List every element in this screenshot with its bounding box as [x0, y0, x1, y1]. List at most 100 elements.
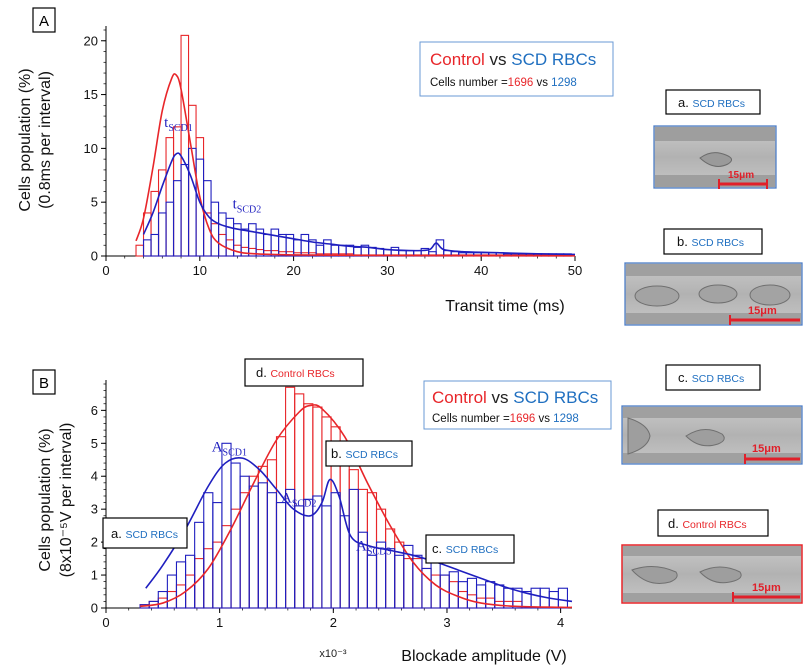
bar-control — [185, 574, 196, 609]
svg-text:b. SCD RBCs: b. SCD RBCs — [331, 446, 398, 461]
y-tick-label: 5 — [91, 195, 98, 210]
legend-b-vs: vs — [492, 388, 509, 407]
bar-control — [248, 475, 259, 609]
panel-b-label: B — [39, 375, 49, 392]
panel-a-annotations: tSCD1 tSCD2 — [164, 115, 261, 216]
fit-control-line — [139, 404, 573, 609]
bar-control — [385, 528, 396, 609]
y-tick-label: 15 — [84, 87, 98, 102]
micrograph-a: a. SCD RBCs 15μm — [653, 89, 777, 189]
bar-scd — [263, 233, 272, 257]
bar-scd — [294, 505, 305, 609]
bar-scd — [457, 581, 468, 609]
bar-control — [240, 246, 250, 257]
bar-control — [257, 465, 268, 609]
panel-a-legend: Control vs SCD RBCs Cells number =1696 v… — [419, 41, 614, 97]
svg-text:d. Control RBCs: d. Control RBCs — [256, 365, 335, 380]
bar-scd — [385, 548, 396, 609]
x-tick-label: 1 — [216, 615, 223, 630]
bar-scd — [142, 239, 152, 257]
y-tick-label: 10 — [84, 141, 98, 156]
bar-scd — [180, 163, 190, 257]
peak-annotation: ASCD1 — [212, 440, 247, 459]
bar-control — [172, 126, 182, 257]
micrograph-d: d. Control RBCs 15μm — [621, 509, 803, 604]
svg-text:a. SCD RBCs: a. SCD RBCs — [678, 95, 745, 110]
svg-text:Control vs SCD: Control vs SCD RBCs — [430, 50, 596, 69]
panel-b-annotations: ASCD1 ASCD2 ASCD3 — [212, 440, 392, 558]
bar-control — [248, 247, 257, 257]
bar-control — [266, 459, 278, 609]
callout-d-control: d. Control RBCs — [244, 358, 364, 387]
bar-scd — [194, 521, 205, 609]
bar-scd — [157, 590, 168, 609]
panel-b: B 0 1 2 3 4 0 1 2 3 4 5 6 ASCD1 ASCD2 ASCD3 Cells pop… — [32, 358, 612, 665]
svg-text:15μm: 15μm — [728, 170, 754, 181]
x-tick-label: 0 — [102, 615, 109, 630]
bar-scd — [321, 505, 332, 609]
bar-scd — [530, 587, 541, 609]
bar-control — [339, 442, 350, 609]
bar-scd — [275, 502, 287, 609]
bar-scd — [466, 577, 478, 609]
callout-a-scd: a. SCD RBCs — [102, 517, 188, 549]
legend-b-count-label: Cells number = — [432, 413, 510, 425]
bar-control — [165, 137, 175, 257]
legend-b-count-vs: vs — [538, 413, 550, 425]
bar-control — [275, 436, 287, 609]
panel-a-label: A — [39, 13, 49, 30]
bar-scd — [266, 492, 278, 609]
legend-a-scd: SCD RBCs — [511, 50, 596, 69]
y-tick-label: 0 — [91, 249, 98, 264]
bar-control — [180, 34, 190, 257]
bar-control — [203, 548, 214, 609]
bar-control — [135, 244, 145, 257]
svg-text:Control vs SCD: Control vs SCD RBCs — [432, 388, 598, 407]
bar-scd — [394, 554, 405, 609]
legend-b-scd: SCD RBCs — [513, 388, 598, 407]
x-tick-label: 4 — [557, 615, 564, 630]
panel-a: A 0 10 20 30 40 50 0 5 10 15 20 tSCD1 tSCD2 Cells p… — [17, 7, 614, 315]
bar-scd — [366, 554, 378, 609]
x-tick-label: 20 — [286, 263, 300, 278]
bar-control — [503, 600, 514, 609]
y-tick-label: 5 — [91, 436, 98, 451]
x-tick-label: 2 — [330, 615, 337, 630]
fit-scd-line — [145, 456, 573, 603]
fit-control-line — [135, 73, 576, 257]
legend-a-control: Control — [430, 50, 485, 69]
legend-a-count-scd: 1298 — [551, 77, 577, 89]
x-tick-label: 40 — [474, 263, 488, 278]
bar-scd — [248, 223, 257, 257]
panel-b-xlabel: Blockade amplitude (V) — [401, 648, 566, 665]
bar-control — [412, 558, 423, 609]
legend-b-control: Control — [432, 388, 487, 407]
bar-control — [430, 574, 441, 609]
micrograph-b: b. SCD RBCs 15μm — [624, 228, 803, 326]
bar-scd — [187, 147, 197, 257]
svg-text:d. Control RBCs: d. Control RBCs — [668, 516, 747, 531]
bar-scd — [257, 482, 268, 609]
y-tick-label: 2 — [91, 535, 98, 550]
bar-control — [485, 597, 496, 609]
peak-annotation: ASCD2 — [281, 491, 316, 510]
bar-scd — [270, 228, 280, 257]
bar-control — [230, 508, 241, 609]
panel-a-fits — [135, 73, 576, 257]
bar-control — [212, 541, 223, 609]
legend-b-count-scd: 1298 — [553, 413, 579, 425]
legend-a-count-vs: vs — [536, 77, 548, 89]
svg-text:15μm: 15μm — [752, 443, 781, 455]
peak-annotation: ASCD3 — [356, 538, 391, 557]
bar-scd — [248, 485, 259, 609]
svg-text:c. SCD RBCs: c. SCD RBCs — [678, 370, 744, 385]
y-tick-label: 3 — [91, 502, 98, 517]
panel-b-fits — [139, 404, 573, 609]
y-tick-label: 20 — [84, 33, 98, 48]
panel-b-ylabel-2: (8x10⁻⁵V per interval) — [58, 423, 75, 578]
panel-b-ylabel-1: Cells population (%) — [37, 428, 54, 571]
bar-scd — [557, 587, 569, 609]
panel-b-x-multiplier: x10⁻³ — [319, 648, 347, 660]
callout-b-scd: b. SCD RBCs — [325, 440, 413, 467]
bar-scd — [435, 239, 445, 257]
